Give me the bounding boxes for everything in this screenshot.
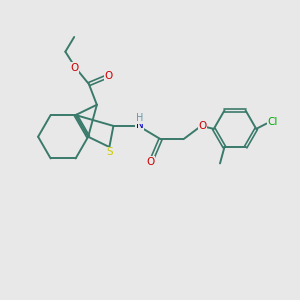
Text: Cl: Cl xyxy=(267,117,278,128)
Text: N: N xyxy=(136,120,143,130)
Text: O: O xyxy=(104,70,113,81)
Text: O: O xyxy=(146,157,154,166)
Text: H: H xyxy=(136,113,143,123)
Text: O: O xyxy=(198,121,206,131)
Text: O: O xyxy=(70,63,79,73)
Text: S: S xyxy=(106,147,113,158)
